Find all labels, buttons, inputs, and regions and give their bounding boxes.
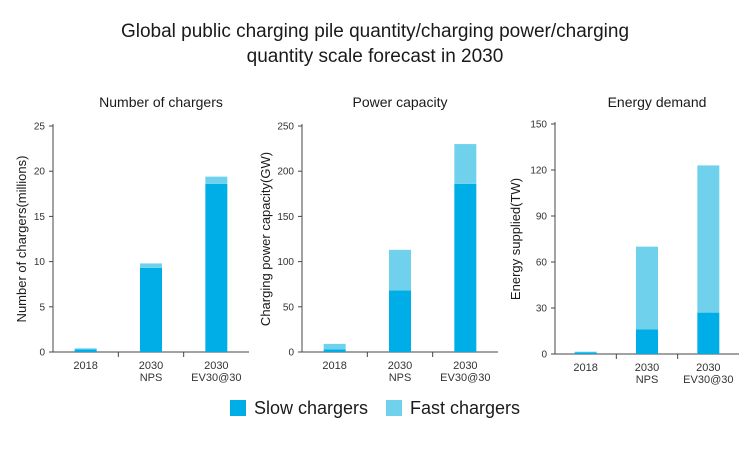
panel-2-title: Power capacity xyxy=(353,94,448,110)
panel-2-x-tick-label: 2030 xyxy=(388,360,412,372)
panel-3-x-tick-label: EV30@30 xyxy=(683,374,733,386)
panel-1-x-tick-label: EV30@30 xyxy=(191,372,241,384)
panel-1-bar-slow xyxy=(205,183,228,352)
panel-3-bar-slow xyxy=(697,312,720,354)
panel-1-x-tick-label: 2030 xyxy=(139,360,163,372)
panel-2-x-tick-label: 2030 xyxy=(453,360,477,372)
panel-2-bar-slow xyxy=(323,349,346,352)
panel-3-bar-fast xyxy=(574,351,597,353)
panel-1-bar-slow xyxy=(74,349,97,352)
legend: Slow chargers Fast chargers xyxy=(0,396,750,420)
legend-swatch-slow xyxy=(229,400,246,416)
panel-2-bar-fast xyxy=(389,249,411,291)
panel-3-title: Energy demand xyxy=(608,94,707,110)
panel-2-bar-slow xyxy=(454,183,477,352)
panel-3-x-tick-label: 2018 xyxy=(573,362,597,374)
panel-3-y-tick-label: 120 xyxy=(530,166,547,177)
panel-2-x-tick-label: 2018 xyxy=(322,360,346,372)
panel-1-ylabel: Number of chargers(millions) xyxy=(14,156,29,323)
panel-2-bar-fast xyxy=(454,144,477,184)
panel-1-y-tick-label: 10 xyxy=(34,257,46,268)
panel-1-x-tick-label: 2018 xyxy=(73,360,97,372)
panel-1-x-tick-label: NPS xyxy=(140,372,163,384)
panel-3-y-tick-label: 60 xyxy=(536,258,548,269)
panel-3-ylabel: Energy supplied(TW) xyxy=(508,178,523,300)
chart-title-line-2: quantity scale forecast in 2030 xyxy=(246,46,504,67)
panel-1-y-tick-label: 25 xyxy=(34,122,46,133)
legend-item-slow: Slow chargers xyxy=(229,397,368,419)
panel-3-bar-fast xyxy=(697,165,720,313)
panel-3-y-tick-label: 0 xyxy=(541,350,547,361)
panel-3-bar-fast xyxy=(636,246,658,330)
panel-3-x-tick-label: 2030 xyxy=(696,362,720,374)
panel-1-bar-fast xyxy=(140,263,162,268)
panel-1-bar-slow xyxy=(140,267,162,352)
panel-2-bar-fast xyxy=(323,343,346,350)
legend-swatch-fast xyxy=(386,400,402,416)
panel-2-y-tick-label: 0 xyxy=(288,348,294,359)
panel-2-ylabel: Charging power capacity(GW) xyxy=(258,152,273,326)
panel-3-y-tick-label: 150 xyxy=(530,120,547,131)
panel-2-bar-slow xyxy=(389,290,411,352)
panel-1-y-tick-label: 0 xyxy=(39,348,45,359)
panel-3-y-tick-label: 30 xyxy=(536,304,548,315)
panel-2-y-tick-label: 150 xyxy=(277,212,294,223)
panel-1-y-tick-label: 20 xyxy=(34,167,46,178)
panel-3-y-tick-label: 90 xyxy=(536,212,548,223)
panel-2-y-tick-label: 50 xyxy=(283,302,295,313)
panel-3-bar-slow xyxy=(574,352,597,354)
panel-2-y-tick-label: 100 xyxy=(277,257,294,268)
panel-1-y-tick-label: 5 xyxy=(39,302,45,313)
panel-3-bar-slow xyxy=(636,329,658,354)
legend-label-fast: Fast chargers xyxy=(410,397,521,418)
chart-title-line-1: Global public charging pile quantity/cha… xyxy=(120,21,630,42)
panel-1-bar-fast xyxy=(205,176,228,184)
panel-1-bar-fast xyxy=(74,348,97,350)
panel-3-x-tick-label: 2030 xyxy=(635,362,659,374)
panel-3-x-tick-label: NPS xyxy=(636,374,659,386)
panel-2-y-tick-label: 200 xyxy=(277,167,294,178)
panel-2-x-tick-label: NPS xyxy=(389,372,412,384)
legend-label-slow: Slow chargers xyxy=(253,397,368,418)
panel-2-y-tick-label: 250 xyxy=(277,122,294,133)
legend-item-fast: Fast chargers xyxy=(386,398,520,419)
panel-1-title: Number of chargers xyxy=(99,94,223,110)
panel-2-x-tick-label: EV30@30 xyxy=(440,372,490,384)
panel-1-y-tick-label: 15 xyxy=(34,212,46,223)
panel-1-x-tick-label: 2030 xyxy=(204,360,228,372)
